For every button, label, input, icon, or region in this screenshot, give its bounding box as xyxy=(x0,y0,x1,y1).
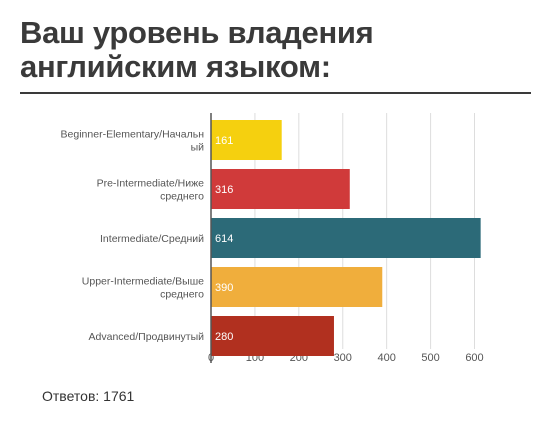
bar-value-label-1: 316 xyxy=(215,184,233,196)
bar-value-label-0: 161 xyxy=(215,135,233,147)
category-label-0-0: Beginner-Elementary/Начальн xyxy=(61,129,205,141)
bar-0 xyxy=(211,120,282,160)
bar-value-label-3: 390 xyxy=(215,282,233,294)
responses-count: Ответов: 1761 xyxy=(42,388,135,404)
bar-1 xyxy=(211,169,350,209)
category-label-4-0: Advanced/Продвинутый xyxy=(89,331,205,343)
title-line-2: английским языком: xyxy=(20,49,331,84)
category-label-2-0: Intermediate/Средний xyxy=(100,233,204,245)
category-label-1-1: среднего xyxy=(160,191,204,203)
title-line-1: Ваш уровень владения xyxy=(20,15,374,50)
bar-value-label-2: 614 xyxy=(215,233,233,245)
bar-4 xyxy=(211,316,334,356)
title-underline xyxy=(20,92,531,94)
x-tick-label-300: 300 xyxy=(334,352,352,364)
category-label-3-1: среднего xyxy=(160,289,204,301)
bar-2 xyxy=(211,218,481,258)
bar-3 xyxy=(211,267,383,307)
x-tick-label-400: 400 xyxy=(377,352,395,364)
category-label-3-0: Upper-Intermediate/Выше xyxy=(82,276,204,288)
x-tick-label-600: 600 xyxy=(465,352,483,364)
chart-title: Ваш уровень владения английским языком: xyxy=(20,16,530,84)
x-tick-label-500: 500 xyxy=(421,352,439,364)
category-label-1-0: Pre-Intermediate/Ниже xyxy=(97,178,205,190)
category-label-0-1: ый xyxy=(191,142,205,154)
bar-value-label-4: 280 xyxy=(215,331,233,343)
